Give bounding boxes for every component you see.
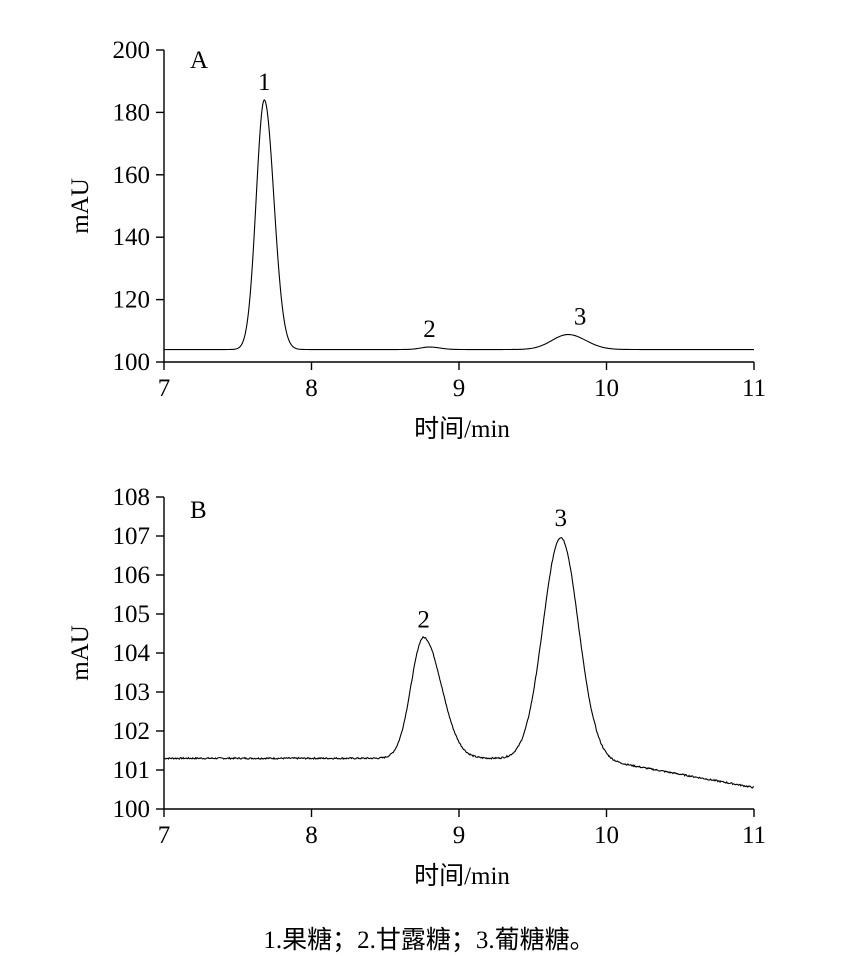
y-tick-label: 180	[113, 99, 151, 126]
x-tick-label: 8	[305, 822, 318, 849]
y-tick-label: 105	[113, 601, 151, 628]
y-tick-label: 101	[113, 757, 151, 784]
panel-b-peak-labels: 23	[417, 505, 567, 633]
figure-caption: 1.果糖；2.甘露糖；3.葡糖糖。	[263, 927, 595, 954]
panel-a-peak-labels: 1 2 3	[258, 69, 586, 343]
y-tick-label: 104	[113, 640, 151, 667]
peak-label: 1	[258, 69, 271, 96]
y-tick-label: 106	[113, 562, 151, 589]
panel-b-label: B	[190, 497, 207, 524]
y-tick-label: 140	[113, 224, 151, 251]
peak-label: 2	[417, 606, 430, 633]
peak-label: 2	[423, 316, 436, 343]
x-tick-label: 9	[453, 375, 466, 402]
peak-label: 3	[555, 505, 568, 532]
panel-a-ticks: 7 8 9 10 11 100 120 140 160 180 200	[113, 37, 767, 402]
y-tick-label: 120	[113, 287, 151, 314]
panel-a-x-axis-title: 时间/min	[414, 415, 510, 443]
x-tick-label: 10	[594, 822, 619, 849]
x-tick-label: 7	[158, 375, 171, 402]
panel-a: 7 8 9 10 11 100 120 140 160 180 200 1 2 3 A mAU 时间/m…	[67, 37, 766, 443]
x-tick-label: 8	[305, 375, 318, 402]
panel-b-trace	[163, 536, 755, 789]
peak-label: 3	[574, 304, 587, 331]
panel-b-x-axis-title: 时间/min	[414, 862, 510, 890]
x-tick-label: 11	[742, 822, 766, 849]
panel-a-label: A	[190, 47, 208, 74]
panel-b-y-axis-title: mAU	[67, 625, 94, 681]
y-tick-label: 102	[113, 718, 151, 745]
panel-a-trace	[164, 99, 754, 351]
panel-a-y-axis-title: mAU	[67, 178, 94, 234]
x-tick-label: 9	[453, 822, 466, 849]
x-tick-label: 10	[594, 375, 619, 402]
panel-b-ticks: 7 8 9 10 11 100 101 102 103 104 105 106 107 108	[113, 484, 767, 849]
y-tick-label: 100	[113, 796, 151, 823]
y-tick-label: 108	[113, 484, 151, 511]
x-tick-label: 7	[158, 822, 171, 849]
y-tick-label: 103	[113, 679, 151, 706]
y-tick-label: 107	[113, 523, 151, 550]
x-tick-label: 11	[742, 375, 766, 402]
y-tick-label: 160	[113, 162, 151, 189]
y-tick-label: 100	[113, 349, 151, 376]
y-tick-label: 200	[113, 37, 151, 64]
